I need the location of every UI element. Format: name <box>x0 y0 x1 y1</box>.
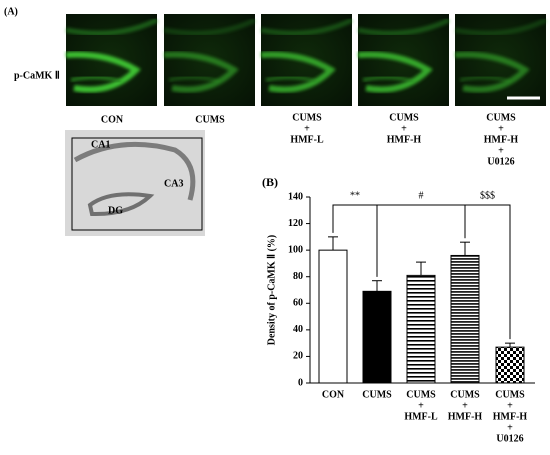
micrograph-tissue <box>168 75 220 84</box>
significance-label: $$$ <box>480 190 495 201</box>
x-tick-label: CUMS <box>406 389 436 400</box>
x-tick-label: CON <box>322 389 345 400</box>
panel-label: (B) <box>262 175 278 189</box>
micrograph-tissue <box>163 17 257 36</box>
x-tick-label: CUMS <box>450 389 480 400</box>
y-tick-label: 100 <box>288 244 303 255</box>
micrograph-tissue <box>454 17 548 36</box>
x-tick-label: HMF-L <box>404 411 438 422</box>
group-label: U0126 <box>487 156 514 167</box>
y-axis-label: Density of p-CaMK Ⅱ (%) <box>266 235 277 345</box>
significance-label: # <box>419 190 424 201</box>
y-tick-label: 80 <box>293 271 303 282</box>
micrograph-tissue <box>357 17 451 36</box>
group-label: + <box>304 123 310 134</box>
x-tick-label: + <box>507 400 513 411</box>
group-label: + <box>401 123 407 134</box>
micrograph-tissue <box>163 51 239 93</box>
group-label: CUMS <box>195 114 225 125</box>
group-label: CON <box>101 114 124 125</box>
hippocampus-inset <box>65 130 205 236</box>
group-label: CUMS <box>486 112 516 123</box>
group-label: HMF-H <box>387 134 422 145</box>
group-label: HMF-L <box>290 134 324 145</box>
micrograph-tissue <box>362 75 414 84</box>
micrograph-tissue <box>65 51 141 93</box>
x-tick-label: + <box>418 400 424 411</box>
micrograph-tissue <box>454 51 530 93</box>
x-tick-label: HMF-H <box>448 411 483 422</box>
x-tick-label: + <box>462 400 468 411</box>
micrograph-tissue <box>260 17 354 36</box>
bar <box>450 254 480 384</box>
micrograph-tissue <box>459 75 511 84</box>
row-label: p-CaMK Ⅱ <box>14 70 60 81</box>
micrograph-tissue <box>357 51 433 93</box>
significance-bracket <box>464 204 511 340</box>
bar <box>318 249 348 384</box>
bar <box>406 274 436 384</box>
y-tick-label: 20 <box>293 351 303 362</box>
micrograph-tissue <box>70 75 122 84</box>
micrograph-tissue <box>260 51 336 93</box>
y-tick-label: 40 <box>293 324 303 335</box>
significance-label: ** <box>350 190 360 201</box>
group-label: + <box>498 123 504 134</box>
panel-label: (A) <box>4 6 18 17</box>
region-label: CA3 <box>164 178 183 189</box>
x-tick-label: U0126 <box>496 433 523 444</box>
y-tick-label: 60 <box>293 298 303 309</box>
x-tick-label: CUMS <box>362 389 392 400</box>
y-tick-label: 120 <box>288 218 303 229</box>
x-tick-label: CUMS <box>495 389 525 400</box>
group-label: + <box>498 145 504 156</box>
region-label: DG <box>108 205 123 216</box>
bar <box>362 290 392 384</box>
bar <box>495 346 525 384</box>
group-label: CUMS <box>292 112 322 123</box>
micrograph-tissue <box>65 17 159 36</box>
x-tick-label: HMF-H <box>493 411 528 422</box>
micrograph-tissue <box>265 75 317 84</box>
x-tick-label: + <box>507 422 513 433</box>
y-tick-label: 0 <box>298 377 303 388</box>
y-tick-label: 140 <box>288 191 303 202</box>
group-label: HMF-H <box>484 134 519 145</box>
group-label: CUMS <box>389 112 419 123</box>
region-label: CA1 <box>91 139 110 150</box>
